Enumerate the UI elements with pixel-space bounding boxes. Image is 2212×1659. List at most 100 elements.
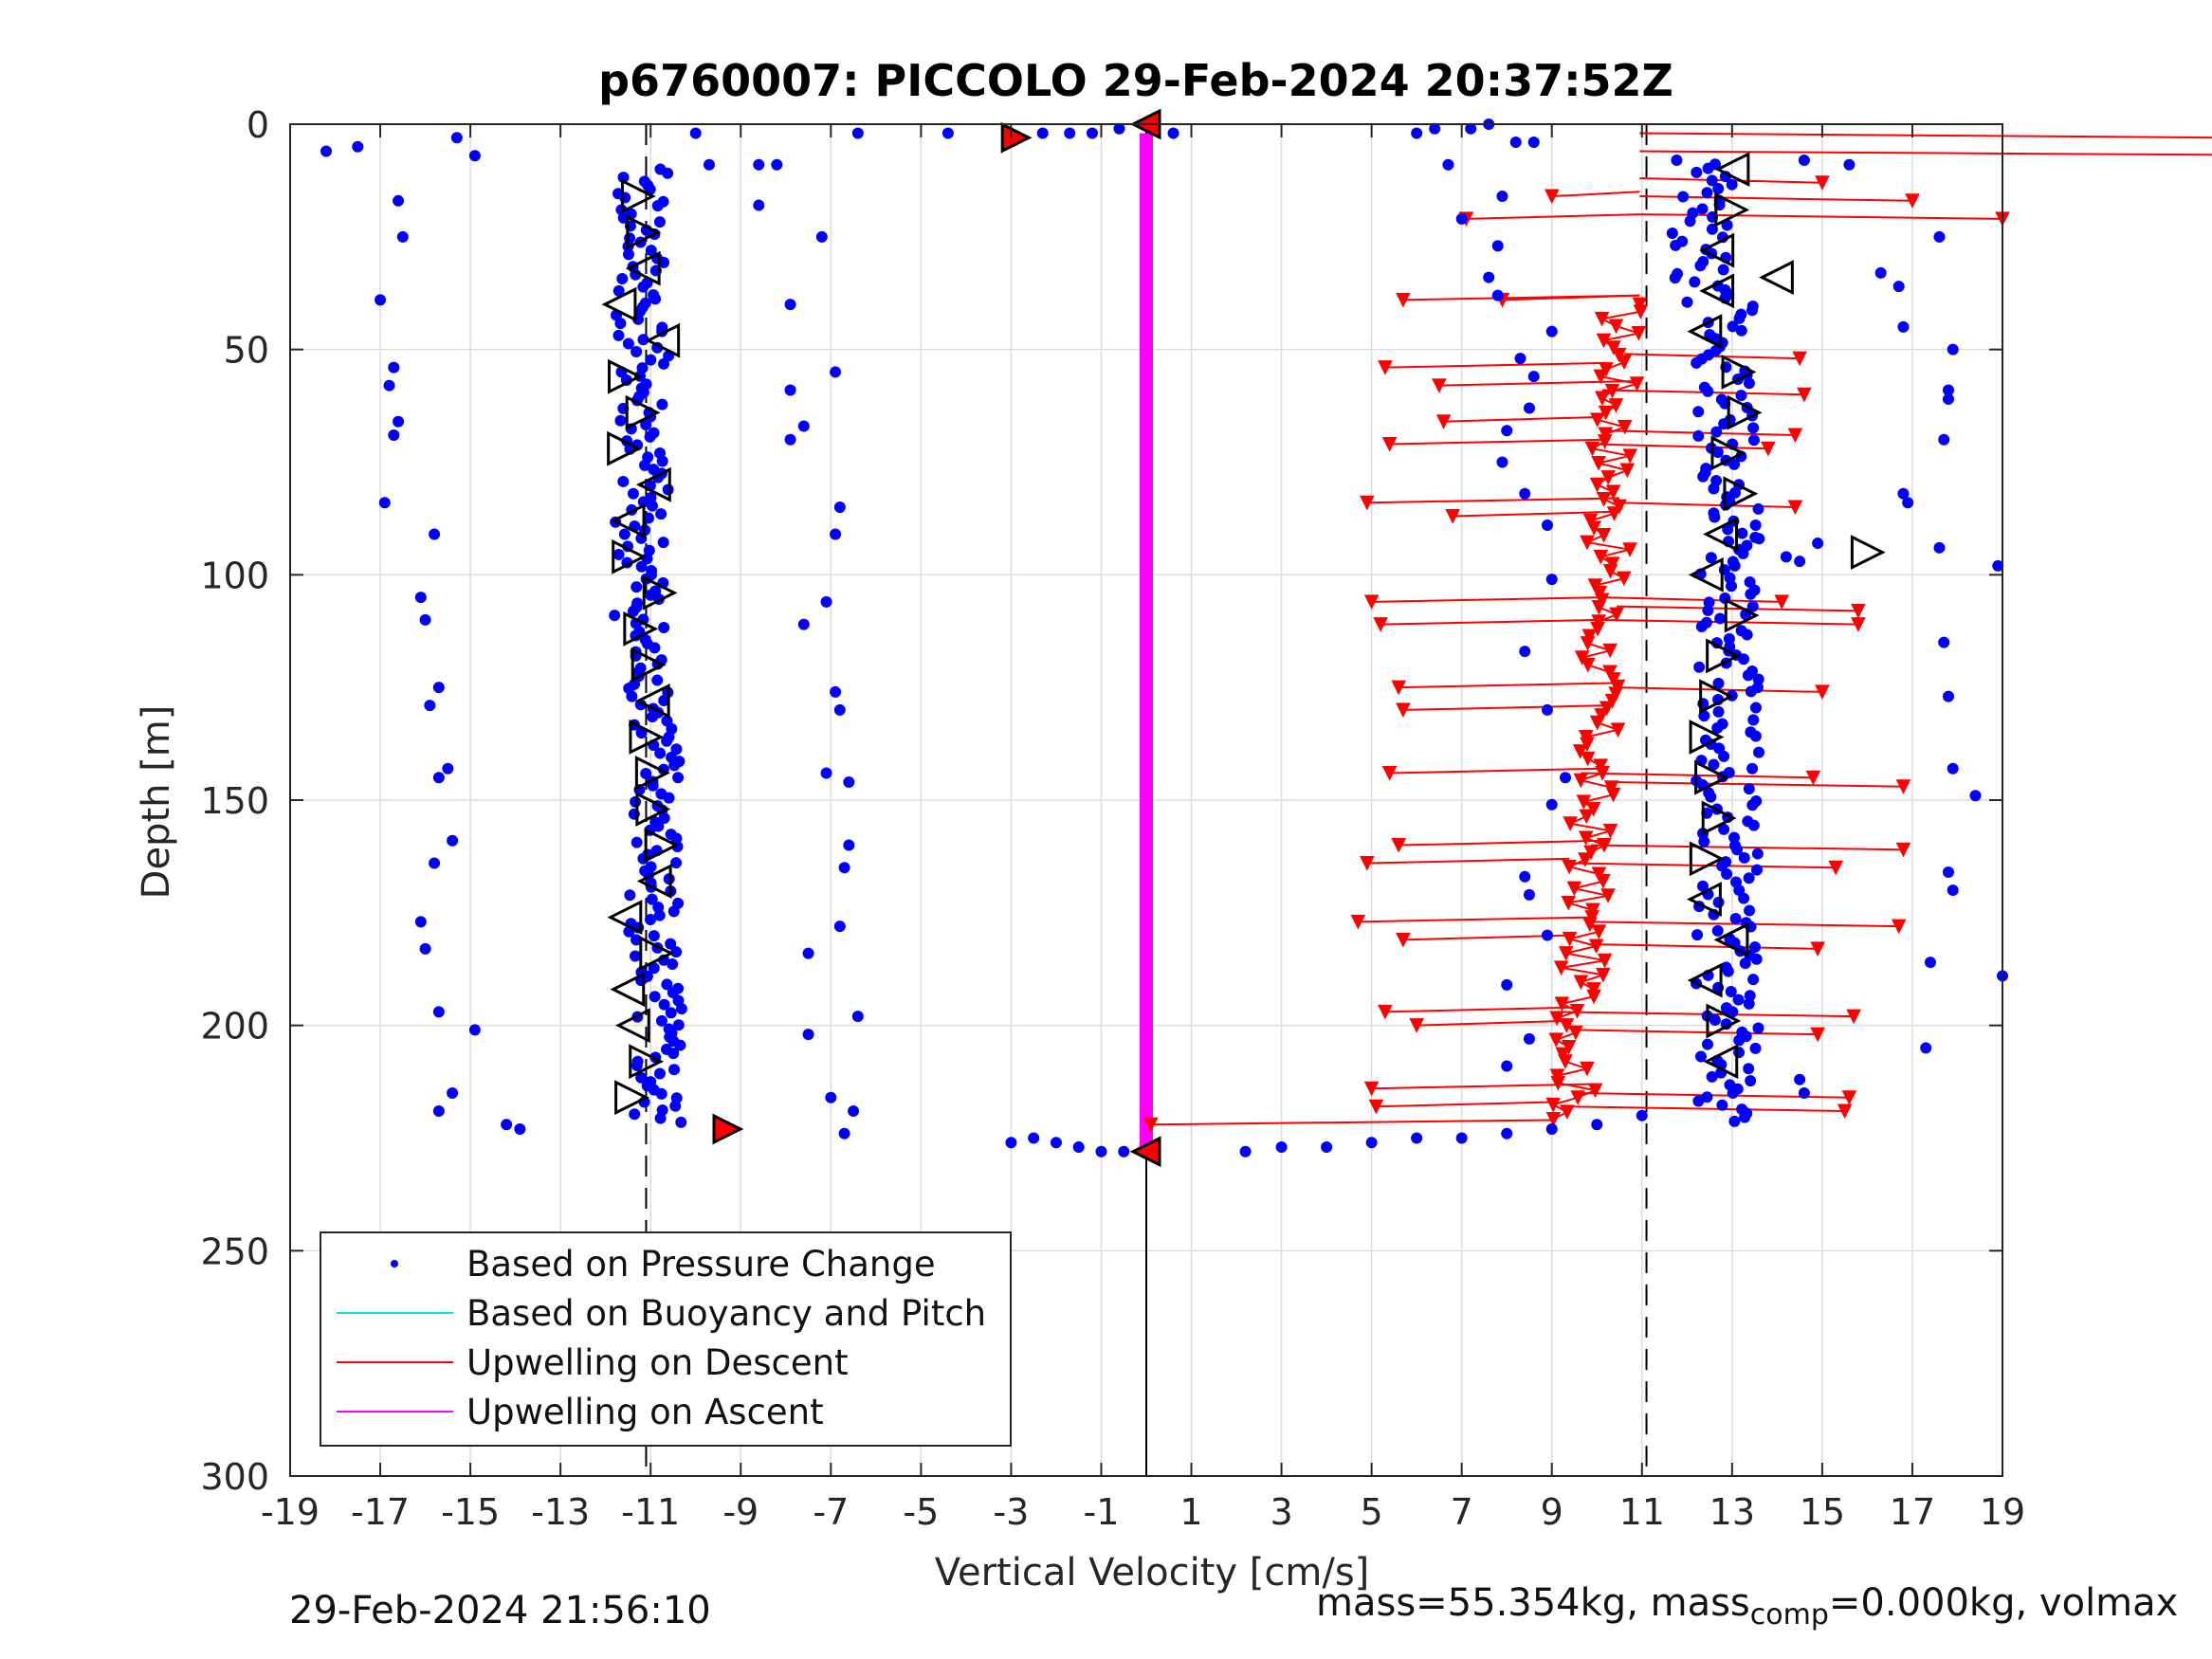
pressure-change-point (1519, 870, 1531, 883)
ascent-open-triangle (1687, 314, 1723, 350)
pressure-change-point (648, 962, 660, 975)
pressure-change-point (1737, 653, 1749, 665)
pressure-change-point (1746, 304, 1758, 317)
descent-upwelling-marker (1594, 708, 1609, 723)
descent-upwelling-marker (1612, 499, 1627, 515)
pressure-change-point (1671, 155, 1683, 167)
descent-upwelling-marker (1558, 946, 1574, 961)
pressure-change-point (1706, 174, 1718, 187)
pressure-change-point (429, 857, 441, 869)
pressure-change-point (661, 735, 673, 747)
pressure-change-point (1702, 604, 1714, 616)
descent-upwelling-marker (1851, 617, 1866, 632)
pressure-change-point (661, 978, 673, 991)
pressure-change-point (637, 281, 649, 293)
pressure-change-point (1519, 646, 1531, 658)
descent-upwelling-marker (1562, 859, 1577, 875)
pressure-change-point (1744, 904, 1756, 917)
pressure-change-point (1752, 1022, 1764, 1034)
pressure-change-point (1591, 1119, 1603, 1131)
descent-upwelling-marker (1561, 1039, 1577, 1055)
descent-upwelling-marker (1609, 607, 1624, 623)
pressure-change-point (320, 145, 333, 157)
pressure-change-point (1709, 1013, 1721, 1026)
pressure-change-point (450, 132, 463, 144)
pressure-change-point (1691, 166, 1703, 178)
descent-open-triangle (610, 972, 646, 1008)
pressure-change-point (1737, 547, 1749, 559)
pressure-change-point (1691, 929, 1704, 941)
pressure-change-point (1167, 127, 1179, 139)
pressure-change-point (649, 293, 662, 305)
pressure-change-point (670, 946, 683, 958)
descent-upwelling-marker (1445, 509, 1460, 524)
descent-upwelling-spike (1366, 857, 1570, 865)
pressure-change-point (501, 1119, 513, 1131)
descent-upwelling-marker (1797, 387, 1812, 403)
pressure-change-point (1692, 406, 1705, 418)
pressure-change-point (393, 415, 405, 428)
descent-upwelling-marker (1568, 1025, 1583, 1041)
descent-upwelling-marker (1580, 636, 1596, 651)
descent-upwelling-marker (1350, 914, 1366, 930)
ascent-open-triangle (1723, 476, 1759, 512)
pressure-change-point (630, 795, 642, 808)
footer-mass-info: mass=55.354kg, masscomp=0.000kg, volmax (1316, 1581, 2178, 1632)
descent-upwelling-marker (1593, 369, 1609, 385)
descent-upwelling-marker (1591, 924, 1607, 939)
pressure-change-point (1743, 377, 1755, 390)
ascent-open-triangle (1724, 597, 1760, 633)
descent-upwelling-spike (1616, 605, 1858, 612)
pressure-change-point (1731, 844, 1744, 856)
pressure-change-point (1727, 320, 1739, 333)
pressure-change-point (1541, 520, 1553, 532)
descent-upwelling-marker (1558, 1054, 1573, 1069)
pressure-change-point (631, 346, 643, 358)
descent-open-triangle (607, 900, 643, 936)
descent-upwelling-marker (1596, 874, 1611, 889)
descent-open-triangle (601, 286, 637, 322)
pressure-change-point (784, 299, 796, 311)
pressure-change-point (1933, 541, 1946, 554)
descent-upwelling-spike (1569, 862, 1837, 869)
x-tick-label: 17 (1890, 1491, 1935, 1533)
pressure-change-point (652, 820, 665, 832)
descent-upwelling-marker (1846, 1009, 1861, 1025)
pressure-change-point (1694, 260, 1707, 272)
descent-upwelling-marker (1604, 383, 1620, 399)
descent-upwelling-spike (1575, 1029, 1819, 1036)
pressure-change-point (618, 528, 631, 540)
pressure-change-point (624, 889, 636, 902)
pressure-change-point (797, 420, 810, 432)
pressure-change-point (771, 158, 783, 171)
pressure-change-point (825, 1091, 837, 1103)
pressure-change-point (662, 167, 674, 179)
pressure-change-point (830, 528, 842, 540)
descent-upwelling-spike (1366, 497, 1620, 504)
descent-upwelling-spike (1551, 191, 1640, 198)
pressure-change-point (1739, 957, 1751, 970)
pressure-change-point (1501, 978, 1513, 991)
mass-suffix: =0.000kg, volmax (1828, 1581, 2179, 1625)
y-tick-label: 300 (200, 1456, 269, 1498)
pressure-change-point (1743, 997, 1755, 1010)
pressure-change-point (1992, 559, 2004, 572)
pressure-change-point (1732, 994, 1745, 1006)
pressure-change-point (655, 1014, 667, 1027)
pressure-change-point (1742, 669, 1754, 682)
descent-open-triangle (635, 792, 671, 827)
descent-upwelling-marker (1572, 744, 1588, 759)
filled-marker (1000, 121, 1033, 154)
ascent-open-triangle (1703, 1044, 1739, 1080)
descent-upwelling-marker (1573, 773, 1589, 789)
pressure-change-point (514, 1122, 526, 1135)
pressure-change-point (1750, 864, 1763, 876)
pressure-change-point (830, 366, 842, 378)
descent-upwelling-marker (1563, 816, 1578, 831)
pressure-change-point (1712, 182, 1725, 194)
pressure-change-point (1798, 1086, 1810, 1099)
pressure-change-point (447, 1086, 459, 1099)
x-tick-label: -9 (722, 1491, 759, 1533)
pressure-change-point (1545, 574, 1558, 586)
descent-upwelling-marker (1610, 722, 1626, 738)
